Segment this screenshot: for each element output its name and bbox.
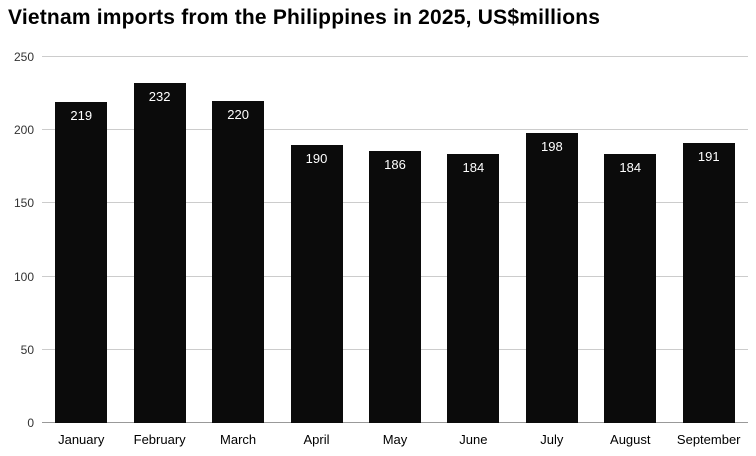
bar-july: 198 [525, 133, 578, 423]
bar-slot: 184 June [434, 57, 512, 447]
x-axis-label: May [382, 432, 408, 447]
y-axis-label: 100 [13, 269, 34, 284]
bar-value-label: 184 [619, 159, 642, 175]
bar-slot: 186 May [356, 57, 434, 447]
bar-slot: 184 August [591, 57, 669, 447]
x-axis-label: April [303, 432, 330, 447]
y-axis-label: 50 [20, 342, 34, 357]
bar-value-label: 220 [227, 106, 249, 122]
bar-may: 186 [368, 150, 421, 423]
x-axis-label: March [220, 432, 257, 447]
bar-january: 219 [55, 102, 108, 423]
y-axis-label: 200 [13, 123, 34, 138]
bars-container: 219 January 232 February 220 March 190 April 186… [42, 57, 748, 447]
bar-value-label: 191 [697, 149, 720, 165]
x-axis-label: June [459, 432, 488, 447]
x-axis-label: February [133, 432, 186, 447]
x-axis-label: August [610, 432, 651, 447]
bar-march: 220 [212, 100, 265, 423]
x-axis-label: July [540, 432, 564, 447]
gridline [42, 129, 748, 131]
bar-value-label: 184 [462, 159, 485, 175]
plot-area: 0 50 100 150 200 250 219 January 232 February 220 M… [14, 51, 748, 447]
bar-august: 184 [604, 153, 657, 423]
chart-title: Vietnam imports from the Philippines in … [8, 6, 601, 29]
gridline [42, 56, 748, 57]
bar-slot: 191 September [670, 57, 748, 447]
bar-value-label: 190 [305, 150, 328, 166]
bar-value-label: 198 [540, 139, 563, 155]
x-axis-label: September [676, 432, 741, 447]
bar-slot: 190 April [277, 57, 355, 447]
bar-value-label: 186 [384, 156, 406, 172]
bar-slot: 220 March [199, 57, 277, 447]
bar-value-label: 219 [70, 108, 93, 124]
y-axis-label: 250 [13, 50, 34, 64]
y-axis-label: 150 [13, 196, 34, 211]
bar-value-label: 232 [148, 89, 171, 105]
bar-february: 232 [133, 83, 186, 423]
y-axis-label: 0 [27, 416, 34, 430]
bar-april: 190 [290, 144, 343, 423]
bar-september: 191 [682, 143, 735, 423]
bar-june: 184 [447, 153, 500, 423]
bar-slot: 232 February [120, 57, 198, 447]
bar-slot: 219 January [42, 57, 120, 447]
bar-slot: 198 July [513, 57, 591, 447]
x-axis-label: January [58, 432, 105, 447]
